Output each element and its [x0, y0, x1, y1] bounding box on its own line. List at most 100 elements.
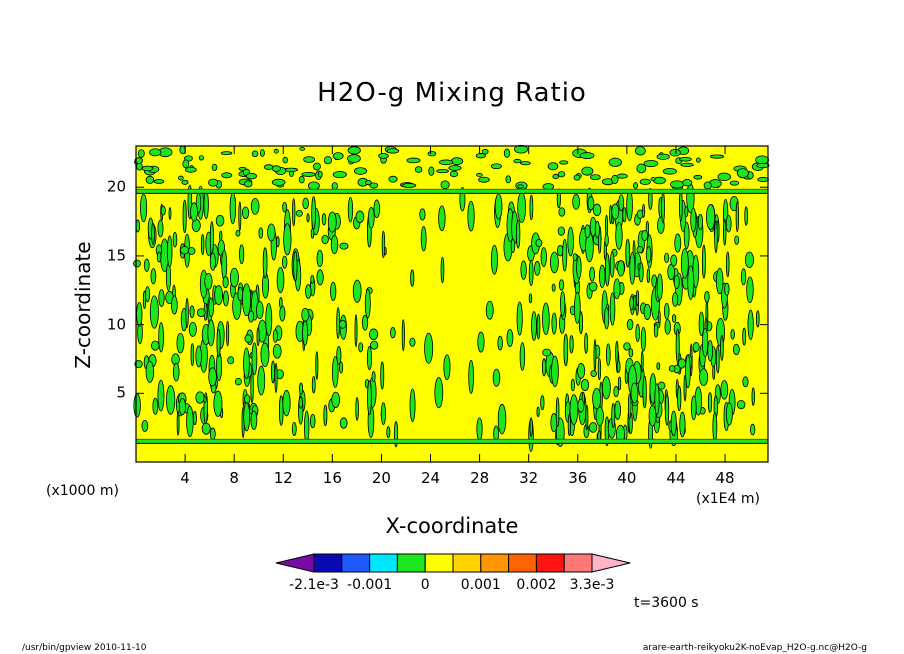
anomaly-patch: [298, 175, 305, 184]
anomaly-patch: [434, 377, 444, 409]
colorbar-label: 0.002: [516, 577, 557, 593]
anomaly-patch: [510, 238, 516, 254]
anomaly-patch: [541, 358, 547, 377]
colorbar-label: 0: [420, 577, 430, 593]
anomaly-patch: [742, 376, 749, 388]
anomaly-patch: [520, 260, 527, 280]
anomaly-patch: [529, 194, 534, 221]
band-fill: [136, 439, 768, 444]
anomaly-patch: [698, 311, 705, 337]
colorbar-arrow-high: [591, 553, 631, 573]
colorbar-label: -2.1e-3: [289, 577, 339, 593]
anomaly-patch: [690, 395, 697, 421]
anomaly-patch: [158, 322, 164, 353]
anomaly-patch: [262, 247, 268, 279]
anomaly-patch: [179, 246, 190, 255]
anomaly-patch: [141, 419, 149, 432]
anomaly-patch: [316, 269, 324, 286]
anomaly-patch: [679, 411, 686, 438]
anomaly-patch: [570, 378, 575, 392]
anomaly-patch: [153, 179, 165, 184]
x-tick-label: 28: [470, 469, 490, 487]
anomaly-patch: [601, 376, 611, 400]
anomaly-patch: [369, 328, 379, 341]
anomaly-patch: [257, 365, 266, 396]
anomaly-patch: [424, 332, 434, 364]
anomaly-patch: [635, 290, 640, 307]
time-label: t=3600 s: [634, 595, 699, 611]
anomaly-patch: [336, 345, 342, 365]
anomaly-patch: [302, 320, 309, 346]
anomaly-patch: [576, 256, 582, 279]
anomaly-patch: [614, 400, 621, 420]
anomaly-patch: [133, 259, 141, 268]
anomaly-patch: [380, 402, 386, 426]
anomaly-patch: [756, 162, 770, 169]
anomaly-patch: [165, 263, 172, 291]
anomaly-patch: [291, 422, 297, 436]
colorbar-box: [424, 553, 454, 573]
anomaly-patch: [330, 235, 339, 255]
colorbar-box: [563, 553, 593, 573]
anomaly-patch: [637, 263, 641, 271]
anomaly-patch: [204, 272, 213, 290]
anomaly-patch: [750, 423, 756, 436]
anomaly-patch: [292, 198, 296, 227]
anomaly-patch: [251, 150, 259, 158]
anomaly-patch: [664, 252, 670, 263]
anomaly-patch: [401, 183, 417, 188]
anomaly-patch: [229, 267, 239, 288]
x-tick-label: 8: [229, 469, 239, 487]
anomaly-patch: [409, 388, 416, 423]
anomaly-patch: [679, 156, 692, 162]
anomaly-patch: [656, 153, 670, 160]
anomaly-patch: [303, 156, 316, 163]
anomaly-patch: [712, 364, 716, 380]
anomaly-patch: [259, 149, 265, 157]
anomaly-patch: [744, 206, 748, 226]
x-tick-label: 32: [519, 469, 539, 487]
anomaly-patch: [687, 265, 695, 300]
anomaly-patch: [347, 154, 361, 163]
anomaly-patch: [339, 417, 348, 429]
anomaly-patch: [673, 275, 680, 290]
anomaly-patch: [282, 156, 288, 164]
anomaly-patch: [171, 295, 178, 315]
anomaly-patch: [693, 174, 703, 180]
anomaly-patch: [558, 207, 566, 217]
footer-left: /usr/bin/gpview 2010-11-10: [22, 643, 147, 653]
anomaly-patch: [684, 206, 689, 217]
anomaly-patch: [157, 379, 165, 412]
anomaly-patch: [365, 180, 372, 186]
anomaly-patch: [243, 347, 250, 379]
anomaly-patch: [366, 346, 373, 371]
anomaly-patch: [317, 170, 323, 178]
anomaly-patch: [584, 332, 589, 354]
anomaly-patch: [736, 168, 749, 179]
anomaly-patch: [201, 422, 211, 435]
anomaly-patch: [613, 386, 619, 398]
anomaly-patch: [276, 236, 280, 248]
anomaly-patch: [573, 174, 581, 181]
anomaly-patch: [587, 196, 595, 211]
y-tick-label: 20: [106, 177, 126, 196]
anomaly-patch: [703, 181, 712, 190]
anomaly-patch: [672, 292, 679, 307]
anomaly-patch: [207, 319, 215, 347]
anomaly-patch: [157, 219, 164, 238]
anomaly-patch: [609, 292, 616, 326]
anomaly-patch: [744, 251, 754, 269]
anomaly-patch: [615, 340, 619, 366]
anomaly-patch: [604, 233, 609, 247]
anomaly-patch: [715, 344, 720, 374]
anomaly-patch: [723, 219, 727, 246]
anomaly-patch: [664, 393, 670, 426]
anomaly-patch: [200, 234, 205, 255]
anomaly-patch: [151, 222, 155, 245]
anomaly-patch: [354, 314, 358, 348]
anomaly-patch: [680, 248, 689, 279]
anomaly-patch: [734, 235, 740, 245]
anomaly-patch: [347, 196, 354, 223]
anomaly-patch: [623, 342, 631, 351]
anomaly-patch: [667, 263, 676, 281]
